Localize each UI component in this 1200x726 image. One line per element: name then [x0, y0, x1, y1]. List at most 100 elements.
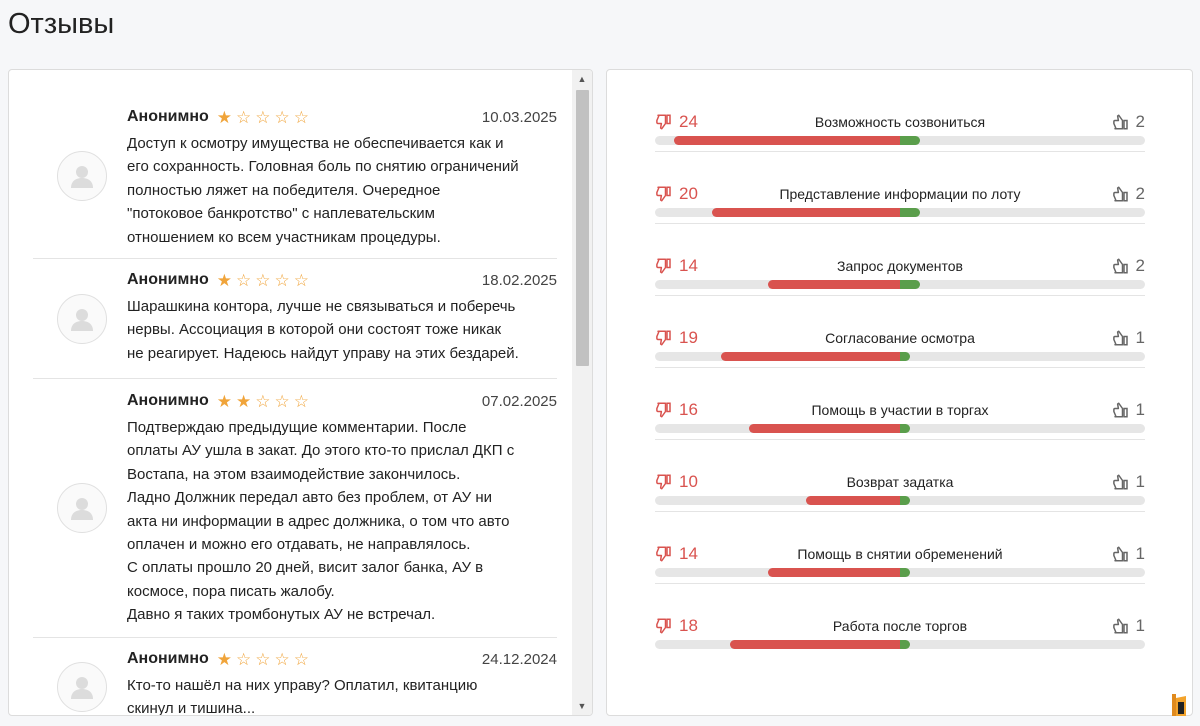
- star-icon: ☆: [255, 391, 271, 411]
- negative-value: 14: [679, 256, 698, 275]
- rating-bar: [655, 424, 1145, 433]
- positive-value: 2: [1135, 256, 1145, 275]
- negative-count[interactable]: 10: [655, 472, 735, 492]
- thumbs-up-icon[interactable]: [1112, 473, 1130, 491]
- user-avatar-icon: [57, 662, 107, 712]
- stat-row: 24 Возможность созвониться 2: [655, 80, 1145, 152]
- star-icon: ☆: [293, 649, 310, 669]
- review-text: Подтверждаю предыдущие комментарии. Посл…: [127, 419, 515, 624]
- rating-bar-positive: [900, 424, 910, 433]
- review-date: 24.12.2024: [481, 650, 557, 668]
- rating-bar: [655, 568, 1145, 577]
- review-author: Анонимно: [127, 650, 209, 667]
- scroll-thumb[interactable]: [576, 90, 589, 366]
- stat-label: Представление информации по лоту: [779, 186, 1021, 202]
- star-icon: ☆: [255, 107, 271, 127]
- rating-bar-negative: [721, 352, 900, 361]
- thumbs-down-icon[interactable]: [655, 329, 673, 347]
- thumbs-down-icon[interactable]: [655, 113, 673, 131]
- negative-count[interactable]: 14: [655, 544, 735, 564]
- user-avatar-icon: [57, 151, 107, 201]
- positive-count[interactable]: 2: [1065, 112, 1145, 132]
- star-icon: ★: [216, 270, 233, 290]
- review-author: Анонимно: [127, 392, 209, 409]
- negative-value: 24: [679, 112, 698, 131]
- stat-row: 14 Помощь в снятии обременений 1: [655, 512, 1145, 584]
- positive-value: 1: [1135, 328, 1145, 347]
- stat-row: 18 Работа после торгов 1: [655, 584, 1145, 656]
- negative-count[interactable]: 18: [655, 616, 735, 636]
- review-date: 07.02.2025: [481, 392, 557, 410]
- star-icon: ☆: [293, 270, 310, 290]
- positive-value: 1: [1135, 400, 1145, 419]
- review-item: Анонимно ★ ☆ ☆ ☆ ☆ 10.03.2025 Доступ к осмот…: [33, 100, 557, 259]
- rating-bar-negative: [712, 208, 900, 217]
- scroll-up-arrow-icon[interactable]: ▲: [577, 74, 587, 84]
- thumbs-up-icon[interactable]: [1112, 329, 1130, 347]
- stat-label: Запрос документов: [837, 258, 963, 274]
- negative-count[interactable]: 20: [655, 184, 735, 204]
- stat-row: 20 Представление информации по лоту 2: [655, 152, 1145, 224]
- rating-bar-negative: [749, 424, 900, 433]
- positive-count[interactable]: 1: [1065, 544, 1145, 564]
- review-item: Анонимно ★ ☆ ☆ ☆ ☆ 24.12.2024 Кто-то нашёл н…: [33, 638, 557, 715]
- positive-count[interactable]: 2: [1065, 184, 1145, 204]
- positive-count[interactable]: 1: [1065, 400, 1145, 420]
- negative-count[interactable]: 24: [655, 112, 735, 132]
- rating-bar-positive: [900, 352, 910, 361]
- positive-value: 1: [1135, 472, 1145, 491]
- star-icon: ☆: [274, 649, 290, 669]
- rating-stats-panel: 24 Возможность созвониться 2 20 Представлени…: [606, 69, 1193, 716]
- rating-bar: [655, 208, 1145, 217]
- stat-label: Согласование осмотра: [825, 330, 975, 346]
- positive-count[interactable]: 1: [1065, 328, 1145, 348]
- stat-row: 10 Возврат задатка 1: [655, 440, 1145, 512]
- stat-label: Помощь в участии в торгах: [811, 402, 989, 418]
- thumbs-up-icon[interactable]: [1112, 113, 1130, 131]
- reviews-panel: Анонимно ★ ☆ ☆ ☆ ☆ 10.03.2025 Доступ к осмот…: [8, 69, 593, 716]
- negative-count[interactable]: 16: [655, 400, 735, 420]
- review-date: 18.02.2025: [481, 271, 557, 289]
- review-text: Шарашкина контора, лучше не связываться …: [127, 298, 519, 362]
- star-icon: ☆: [293, 391, 310, 411]
- review-date: 10.03.2025: [481, 108, 557, 126]
- star-icon: ☆: [274, 270, 290, 290]
- thumbs-down-icon[interactable]: [655, 401, 673, 419]
- rating-bar-negative: [768, 568, 900, 577]
- positive-count[interactable]: 2: [1065, 256, 1145, 276]
- rating-stars: ★ ☆ ☆ ☆ ☆: [217, 109, 309, 126]
- rating-stars: ★ ★ ☆ ☆ ☆: [217, 393, 309, 410]
- star-icon: ☆: [236, 270, 252, 290]
- star-icon: ☆: [255, 649, 271, 669]
- thumbs-down-icon[interactable]: [655, 473, 673, 491]
- positive-value: 2: [1135, 184, 1145, 203]
- reviews-scrollbar[interactable]: ▲ ▼: [572, 70, 592, 715]
- star-icon: ★: [216, 107, 233, 127]
- negative-count[interactable]: 14: [655, 256, 735, 276]
- thumbs-up-icon[interactable]: [1112, 545, 1130, 563]
- scroll-down-arrow-icon[interactable]: ▼: [577, 701, 587, 711]
- rating-bar: [655, 496, 1145, 505]
- thumbs-up-icon[interactable]: [1112, 185, 1130, 203]
- rating-bar: [655, 640, 1145, 649]
- stat-label: Работа после торгов: [832, 618, 968, 634]
- star-icon: ★: [216, 391, 233, 411]
- thumbs-up-icon[interactable]: [1112, 617, 1130, 635]
- rating-bar-positive: [900, 568, 910, 577]
- thumbs-up-icon[interactable]: [1112, 401, 1130, 419]
- brand-logo-icon: [1172, 694, 1186, 716]
- user-avatar-icon: [57, 483, 107, 533]
- star-icon: ☆: [274, 391, 290, 411]
- thumbs-down-icon[interactable]: [655, 185, 673, 203]
- positive-count[interactable]: 1: [1065, 616, 1145, 636]
- positive-count[interactable]: 1: [1065, 472, 1145, 492]
- thumbs-down-icon[interactable]: [655, 257, 673, 275]
- thumbs-down-icon[interactable]: [655, 617, 673, 635]
- negative-count[interactable]: 19: [655, 328, 735, 348]
- thumbs-up-icon[interactable]: [1112, 257, 1130, 275]
- page-title: Отзывы: [8, 8, 115, 40]
- rating-bar-positive: [900, 496, 910, 505]
- thumbs-down-icon[interactable]: [655, 545, 673, 563]
- rating-stars: ★ ☆ ☆ ☆ ☆: [217, 272, 309, 289]
- stat-label: Возможность созвониться: [814, 114, 986, 130]
